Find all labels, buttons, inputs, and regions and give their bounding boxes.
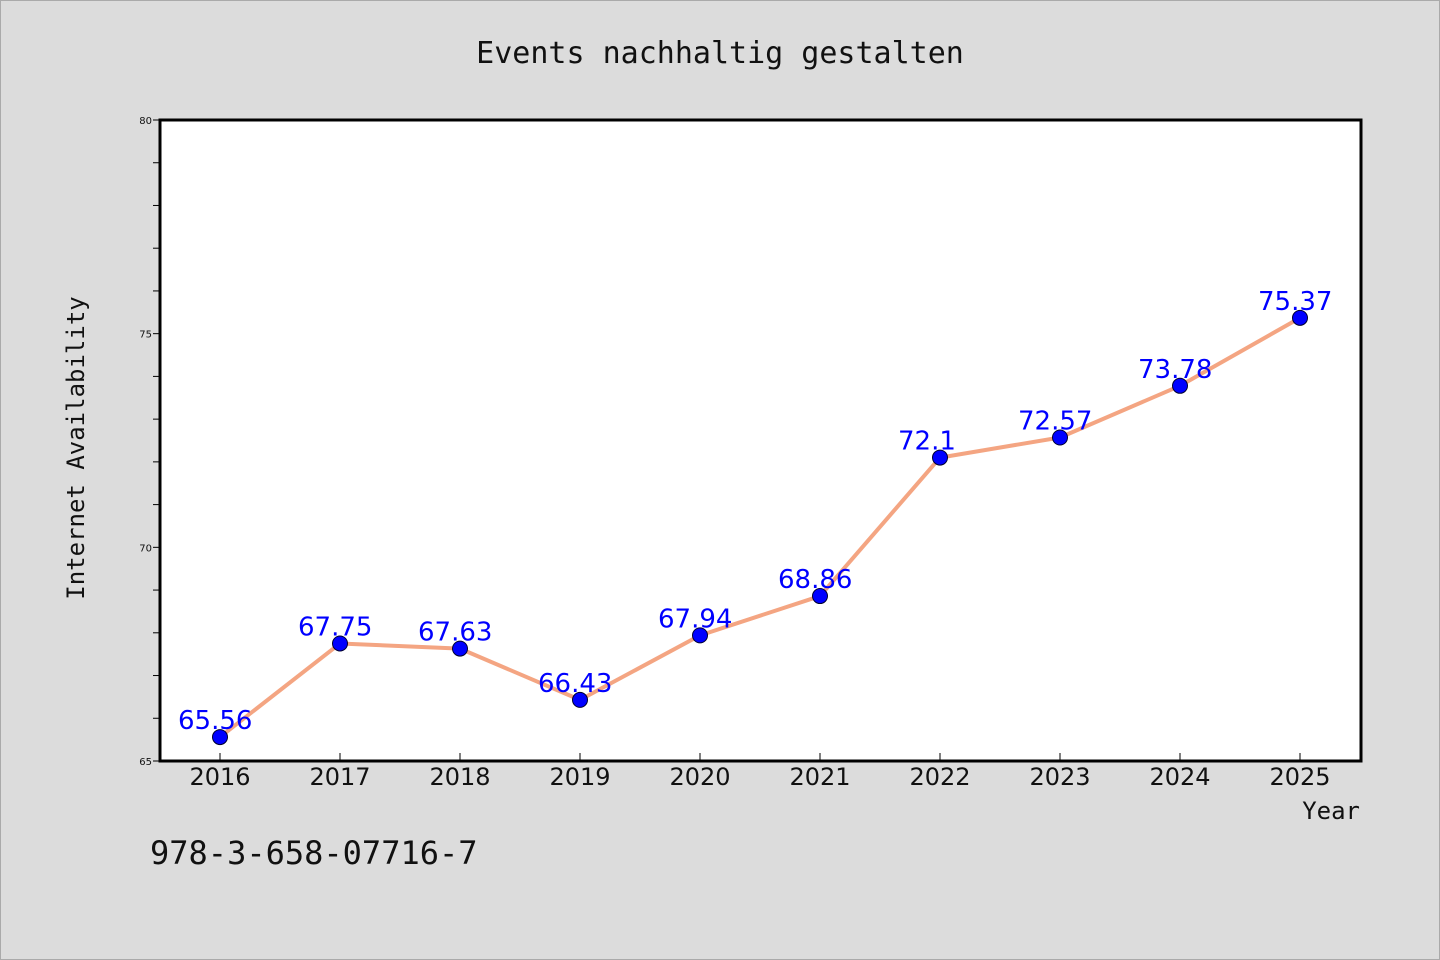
data-label: 66.43 [538, 669, 612, 699]
x-tick-label: 2020 [669, 763, 730, 791]
y-tick-label: 80 [139, 116, 152, 127]
x-tick-label: 2016 [189, 763, 250, 791]
data-point [332, 635, 348, 652]
data-label: 73.78 [1138, 355, 1212, 385]
y-tick-label: 70 [139, 543, 152, 554]
data-label: 72.57 [1018, 407, 1092, 437]
x-tick-label: 2021 [789, 763, 850, 791]
data-label: 72.1 [898, 427, 956, 457]
data-point [932, 449, 948, 466]
x-axis-label: Year [1302, 797, 1360, 825]
data-point [572, 691, 588, 708]
series-markers [212, 309, 1308, 746]
chart-title: Events nachhaltig gestalten [476, 36, 964, 71]
isbn-text: 978-3-658-07716-7 [150, 834, 478, 872]
x-tick-label: 2024 [1149, 763, 1210, 791]
x-tick-label: 2023 [1029, 763, 1090, 791]
x-tick-label: 2019 [549, 763, 610, 791]
data-label: 65.56 [178, 706, 252, 736]
y-tick-label: 75 [139, 330, 152, 341]
data-point [692, 627, 708, 644]
data-point [1052, 429, 1068, 446]
y-axis: 65 70 75 80 [139, 116, 160, 768]
data-point [212, 729, 228, 746]
data-label: 68.86 [778, 565, 852, 595]
x-tick-label: 2025 [1269, 763, 1330, 791]
data-point [452, 640, 468, 657]
data-label: 67.63 [418, 618, 492, 648]
x-tick-label: 2022 [909, 763, 970, 791]
x-tick-label: 2018 [429, 763, 490, 791]
data-labels: 65.56 67.75 67.63 66.43 67.94 68.86 72.1 72.57 7… [178, 287, 1332, 736]
data-label: 67.75 [298, 612, 372, 642]
data-point [812, 588, 828, 605]
data-label: 67.94 [658, 604, 732, 634]
x-tick-label: 2017 [309, 763, 370, 791]
y-tick-label: 65 [139, 757, 152, 768]
data-point [1172, 377, 1188, 394]
series-line [218, 316, 1301, 739]
plot-area [158, 118, 1363, 763]
data-point [1292, 309, 1308, 326]
x-axis: 2016 2017 2018 2019 2020 2021 2022 2023 2024 2025 [189, 753, 1331, 791]
data-label: 75.37 [1258, 287, 1332, 317]
